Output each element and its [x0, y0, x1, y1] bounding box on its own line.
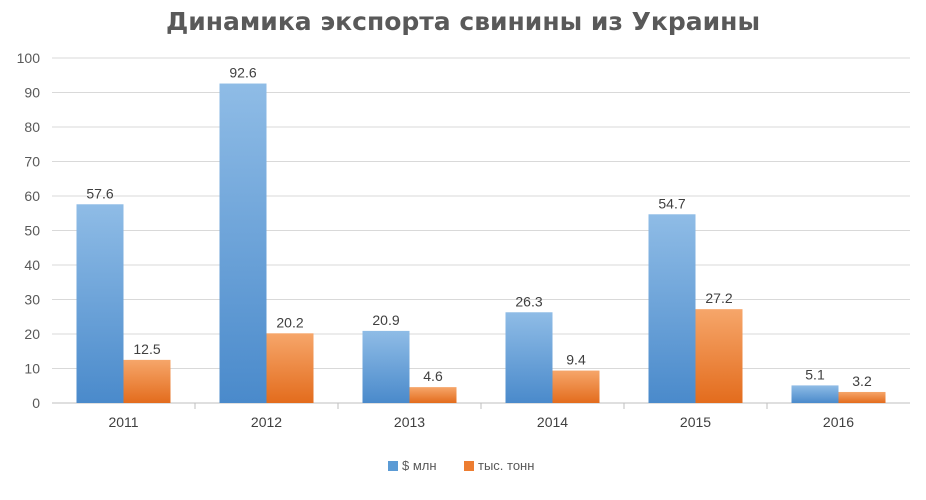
data-label: 57.6: [86, 185, 113, 201]
y-tick-label: 10: [24, 361, 40, 377]
data-label: 20.2: [276, 314, 303, 330]
x-axis-categories: 2011 2012 2013 2014 2015 2016: [108, 403, 854, 430]
bar-tonnes-2014: [552, 370, 600, 403]
y-tick-label: 70: [24, 154, 40, 170]
bars: [76, 83, 886, 403]
x-category-label: 2015: [680, 414, 711, 430]
bar-tonnes-2016: [838, 391, 886, 403]
x-category-label: 2011: [108, 414, 138, 430]
chart-title: Динамика экспорта свинины из Украины: [166, 7, 760, 36]
data-label: 4.6: [423, 368, 443, 384]
data-label: 54.7: [658, 195, 685, 211]
x-category-label: 2016: [823, 414, 854, 430]
y-axis-ticks: 0 10 20 30 40 50 60 70 80 90 100: [17, 50, 41, 411]
y-tick-label: 60: [24, 188, 40, 204]
bar-usd-2011: [76, 204, 124, 403]
y-tick-label: 50: [24, 223, 40, 239]
bar-usd-2016: [791, 385, 839, 403]
gridlines: [52, 57, 910, 404]
bar-tonnes-2011: [123, 359, 171, 403]
x-category-label: 2012: [251, 414, 282, 430]
legend: $ млн тыс. тонн: [388, 458, 534, 473]
bar-tonnes-2012: [266, 333, 314, 403]
y-tick-label: 20: [24, 326, 40, 342]
legend-label: $ млн: [402, 458, 437, 473]
bar-usd-2012: [219, 83, 267, 403]
data-label: 3.2: [852, 373, 872, 389]
data-label: 27.2: [705, 290, 732, 306]
data-label: 20.9: [372, 312, 399, 328]
legend-swatch: [388, 461, 398, 471]
bar-usd-2013: [362, 330, 410, 403]
y-tick-label: 0: [32, 395, 40, 411]
data-labels: 57.6 12.5 92.6 20.2 20.9 4.6 26.3 9.4 54.7 27.2 5.…: [86, 65, 872, 389]
y-tick-label: 40: [24, 257, 40, 273]
bar-usd-2014: [505, 312, 553, 403]
data-label: 92.6: [229, 65, 256, 81]
legend-label: тыс. тонн: [478, 458, 534, 473]
bar-usd-2015: [648, 214, 696, 403]
y-tick-label: 30: [24, 292, 40, 308]
data-label: 9.4: [566, 352, 586, 368]
data-label: 5.1: [805, 366, 825, 382]
x-category-label: 2013: [394, 414, 425, 430]
y-tick-label: 90: [24, 85, 40, 101]
x-category-label: 2014: [537, 414, 568, 430]
y-tick-label: 100: [17, 50, 41, 66]
data-label: 12.5: [133, 341, 160, 357]
data-label: 26.3: [515, 293, 542, 309]
legend-swatch: [464, 461, 474, 471]
bar-tonnes-2015: [695, 309, 743, 403]
bar-tonnes-2013: [409, 387, 457, 403]
y-tick-label: 80: [24, 119, 40, 135]
